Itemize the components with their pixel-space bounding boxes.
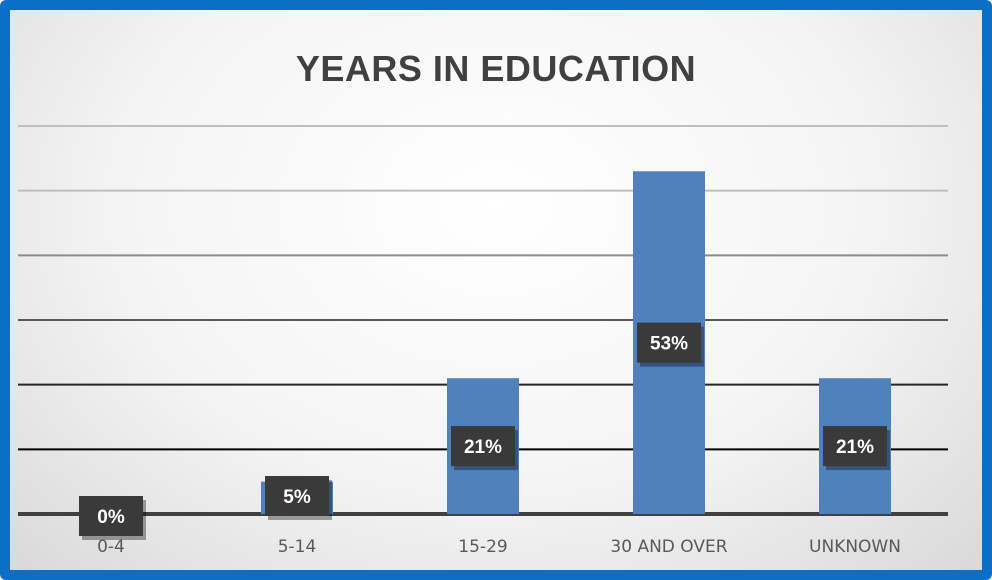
x-tick-label: 15-29: [458, 537, 507, 557]
data-label-box: [823, 426, 887, 467]
x-tick-label: 0-4: [97, 537, 125, 557]
data-label-box: [79, 496, 143, 536]
data-label: 21%: [823, 426, 890, 471]
data-label-text: 53%: [650, 334, 688, 355]
data-label-text: 0%: [97, 507, 125, 528]
chart-title: YEARS IN EDUCATION: [295, 48, 697, 89]
x-tick-label: 5-14: [278, 537, 317, 557]
data-label: 0%: [79, 496, 146, 540]
data-label-box: [451, 426, 515, 467]
data-label-text: 5%: [283, 487, 311, 508]
data-label-box: [265, 476, 329, 516]
bar-chart: 0% 5% 21% 53% 21% 0-4 5-14 15-29 30 AND OVER UNK…: [18, 125, 948, 557]
data-label: 5%: [265, 476, 332, 520]
x-tick-label: 30 AND OVER: [610, 537, 727, 557]
data-label-text: 21%: [836, 437, 874, 458]
data-label: 53%: [637, 322, 704, 367]
data-label-text: 21%: [464, 437, 502, 458]
data-label: 21%: [451, 426, 518, 471]
x-tick-label: UNKNOWN: [809, 537, 901, 557]
data-label-box: [637, 322, 701, 363]
